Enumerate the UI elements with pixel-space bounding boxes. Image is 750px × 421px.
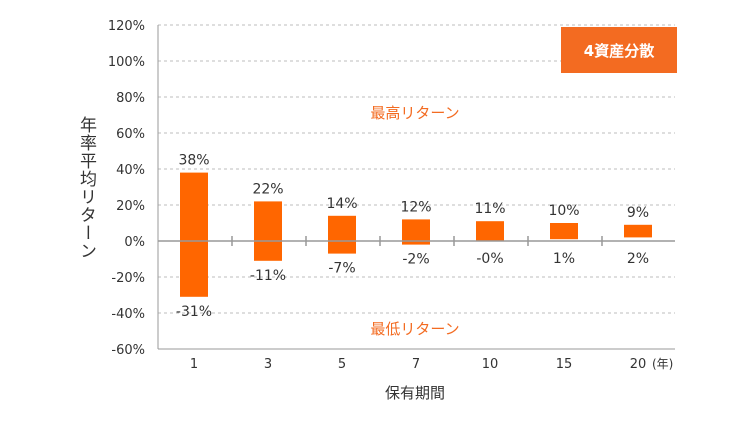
data-label-max: 10% [548, 203, 579, 219]
x-tick-label: 7 [412, 357, 420, 372]
x-tick-label: 10 [482, 357, 499, 372]
data-label-min: 1% [553, 251, 575, 267]
max-return-label: 最高リターン [370, 104, 460, 122]
y-tick-label: 80% [116, 91, 145, 106]
y-tick-label: -40% [111, 307, 145, 322]
x-tick-label: 20 [630, 357, 647, 372]
data-label-min: -0% [476, 251, 503, 267]
x-tick-label: 5 [338, 357, 346, 372]
y-tick-label: 100% [108, 55, 145, 70]
data-label-max: 12% [400, 199, 431, 215]
y-tick-label: 60% [116, 127, 145, 142]
data-label-min: -2% [402, 252, 429, 268]
bar [180, 172, 208, 297]
min-return-label: 最低リターン [370, 320, 460, 338]
y-tick-label: 120% [108, 19, 145, 34]
bar [476, 221, 504, 241]
x-tick-label: 3 [264, 357, 272, 372]
data-label-max: 9% [627, 205, 649, 221]
data-label-min: -11% [250, 268, 286, 284]
portfolio-badge: 4資産分散 [561, 27, 677, 73]
bar [328, 215, 356, 254]
y-tick-label: -60% [111, 343, 145, 358]
x-tick-label: 1 [190, 357, 198, 372]
y-tick-label: 20% [116, 199, 145, 214]
data-label-max: 38% [178, 153, 209, 169]
data-label-max: 14% [326, 196, 357, 212]
y-tick-label: 0% [124, 235, 145, 250]
bar [624, 224, 652, 238]
y-tick-label: 40% [116, 163, 145, 178]
data-label-max: 11% [474, 201, 505, 217]
x-unit-label: (年) [652, 357, 673, 371]
y-tick-label: -20% [111, 271, 145, 286]
bar [550, 223, 578, 240]
bar [254, 201, 282, 261]
y-axis-label: 年率平均リターン [76, 116, 96, 260]
data-label-min: 2% [627, 251, 649, 267]
data-label-max: 22% [252, 181, 283, 197]
x-tick-label: 15 [556, 357, 573, 372]
data-label-min: -7% [328, 261, 355, 277]
x-axis-label: 保有期間 [384, 384, 445, 402]
data-label-min: -31% [176, 304, 212, 320]
